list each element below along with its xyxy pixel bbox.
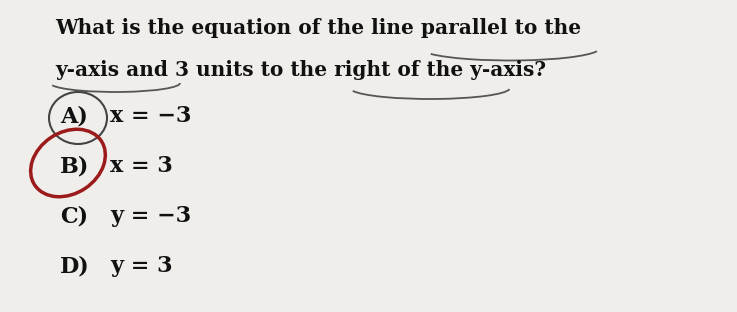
Text: B): B) [60, 155, 89, 177]
Text: A): A) [60, 105, 88, 127]
Text: x = −3: x = −3 [110, 105, 192, 127]
Text: y-axis and 3 units to the right of the y-axis?: y-axis and 3 units to the right of the y… [55, 60, 546, 80]
Text: C): C) [60, 205, 88, 227]
Text: y = −3: y = −3 [110, 205, 191, 227]
Text: D): D) [60, 255, 90, 277]
Text: y = 3: y = 3 [110, 255, 172, 277]
Text: x = 3: x = 3 [110, 155, 172, 177]
Text: What is the equation of the line parallel to the: What is the equation of the line paralle… [55, 18, 581, 38]
